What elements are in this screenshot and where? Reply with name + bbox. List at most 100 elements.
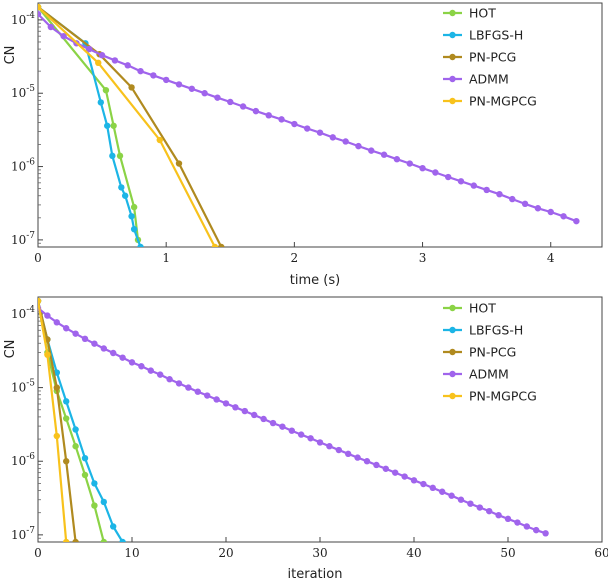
data-point-pn-mgpcg — [95, 59, 102, 66]
data-point-admm — [137, 67, 144, 75]
data-point-admm — [368, 147, 375, 154]
data-point-admm — [392, 469, 399, 476]
legend-marker-admm — [449, 75, 456, 83]
data-point-admm — [303, 125, 311, 132]
data-point-admm — [86, 45, 93, 53]
data-point-admm — [495, 511, 502, 519]
legend-marker-hot — [449, 304, 456, 312]
data-point-admm — [213, 396, 220, 403]
data-point-hot — [81, 471, 89, 479]
data-point-admm — [188, 85, 196, 92]
legend-marker-admm — [449, 370, 456, 378]
x-tick-label: 0 — [34, 251, 42, 265]
data-point-admm — [542, 530, 549, 537]
series-line-lbfgs-h — [38, 300, 124, 542]
data-point-pn-mgpcg — [156, 136, 163, 144]
data-point-hot — [116, 152, 124, 160]
data-point-admm — [110, 349, 117, 357]
data-point-lbfgs-h — [91, 480, 98, 487]
data-point-hot — [100, 538, 107, 542]
data-point-admm — [204, 392, 211, 399]
data-point-admm — [91, 340, 98, 347]
data-point-admm — [470, 182, 478, 189]
plot-frame — [37, 2, 603, 248]
data-point-lbfgs-h — [121, 192, 129, 199]
data-point-admm — [239, 103, 247, 110]
data-point-admm — [345, 450, 352, 458]
data-point-admm — [448, 492, 455, 499]
data-point-lbfgs-h — [104, 122, 111, 129]
y-tick-label: 10-6 — [11, 452, 35, 468]
y-tick-label: 10-7 — [11, 526, 35, 542]
y-tick-label: 10-5 — [11, 84, 35, 100]
data-point-admm — [393, 156, 401, 163]
data-point-admm — [457, 496, 465, 503]
data-point-lbfgs-h — [119, 538, 126, 542]
legend-label-admm: ADMM — [469, 72, 509, 87]
data-point-admm — [354, 454, 361, 461]
data-point-admm — [100, 345, 108, 352]
data-point-admm — [504, 515, 512, 523]
x-tick-label: 2 — [291, 251, 299, 265]
data-point-admm — [457, 178, 465, 185]
legend-marker-lbfgs-h — [449, 31, 456, 39]
data-point-admm — [227, 98, 234, 106]
data-point-admm — [232, 404, 239, 411]
data-point-admm — [166, 376, 173, 383]
data-point-pn-pcg — [62, 458, 70, 465]
series-line-pn-mgpcg — [38, 300, 68, 542]
chart-time: 0 1 2 3 4 10-7 10-6 10-5 10-4 time (s) CN HOT LBFGS-… — [3, 2, 603, 288]
data-point-admm — [439, 488, 446, 495]
data-point-admm — [44, 312, 51, 319]
series-line-pn-mgpcg — [38, 6, 216, 247]
legend-marker-pn-pcg — [449, 53, 456, 61]
data-point-lbfgs-h — [128, 213, 135, 220]
data-point-pn-mgpcg — [63, 538, 70, 542]
legend: HOT LBFGS-H PN-PCG ADMM PN-MGPCG — [443, 6, 537, 109]
legend-label-admm: ADMM — [469, 367, 509, 382]
data-point-admm — [467, 500, 474, 507]
y-tick-label: 10-7 — [11, 231, 35, 247]
data-point-admm — [60, 32, 67, 40]
x-tick-label: 3 — [419, 251, 427, 265]
data-point-admm — [420, 480, 427, 488]
legend-marker-pn-mgpcg — [449, 97, 456, 105]
data-point-admm — [419, 164, 426, 172]
data-point-admm — [185, 384, 192, 391]
data-point-admm — [533, 526, 540, 534]
data-point-admm — [316, 439, 324, 446]
legend-label-pn-pcg: PN-PCG — [469, 50, 516, 65]
x-tick-label: 30 — [312, 546, 327, 560]
data-point-admm — [560, 213, 567, 220]
data-point-admm — [62, 325, 70, 332]
data-point-admm — [401, 473, 408, 480]
plot-area — [38, 3, 580, 247]
data-point-admm — [496, 190, 503, 198]
data-point-admm — [222, 400, 230, 407]
legend-label-lbfgs-h: LBFGS-H — [469, 28, 523, 43]
data-point-admm — [410, 477, 418, 484]
data-point-hot — [130, 203, 138, 211]
legend-marker-lbfgs-h — [449, 326, 456, 334]
y-axis-label: CN — [3, 340, 18, 359]
data-point-admm — [252, 107, 260, 115]
data-point-admm — [316, 129, 324, 136]
data-point-admm — [98, 52, 106, 59]
data-point-hot — [110, 122, 117, 129]
data-point-admm — [128, 359, 136, 366]
series-line-admm — [38, 307, 546, 535]
data-point-admm — [269, 419, 277, 427]
legend-marker-hot — [449, 9, 456, 17]
data-point-admm — [138, 363, 145, 370]
data-point-admm — [81, 335, 89, 343]
data-point-admm — [175, 380, 183, 387]
data-point-lbfgs-h — [110, 523, 117, 530]
data-point-lbfgs-h — [62, 398, 70, 405]
data-point-hot — [62, 415, 70, 422]
data-point-admm — [291, 120, 298, 128]
data-point-admm — [483, 186, 490, 194]
data-point-admm — [260, 415, 267, 423]
data-point-admm — [214, 94, 221, 101]
data-point-admm — [573, 217, 580, 225]
